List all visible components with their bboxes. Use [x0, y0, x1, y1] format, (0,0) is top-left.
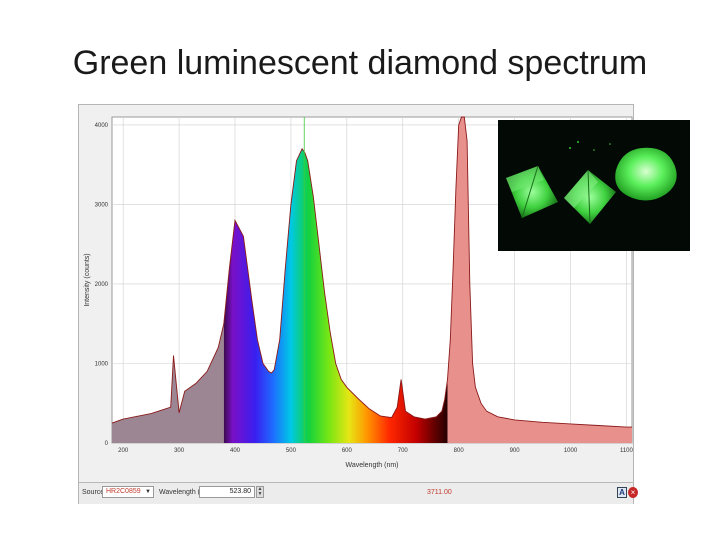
a-icon[interactable]: A — [617, 487, 627, 498]
visible-band — [223, 148, 448, 443]
source-value: HR2C0859 — [106, 488, 141, 495]
spectrum-curve — [111, 116, 632, 428]
y-tick-label: 1000 — [95, 361, 109, 367]
diamond-photo — [498, 120, 690, 251]
source-select[interactable]: HR2C0859 ▼ — [102, 486, 154, 498]
source-label: Source: — [82, 489, 107, 496]
wavelength-label: Wavelength (nm): — [159, 489, 214, 496]
y-axis-label: Intensity (counts) — [84, 253, 91, 306]
diamond-crystal-right — [615, 147, 677, 201]
y-tick-label: 0 — [105, 441, 109, 447]
x-tick-label: 300 — [174, 448, 185, 454]
diamond-crystal-left — [506, 165, 558, 219]
uv-band — [112, 323, 224, 443]
diamond-crystal-middle — [564, 169, 616, 225]
wavelength-input[interactable]: 523.80 — [199, 486, 255, 498]
spectrum-fill — [112, 117, 632, 443]
x-tick-label: 200 — [118, 448, 129, 454]
x-tick-label: 1000 — [564, 448, 578, 454]
x-tick-label: 500 — [286, 448, 297, 454]
close-icon[interactable]: × — [628, 487, 638, 498]
slide-title: Green luminescent diamond spectrum — [72, 44, 648, 82]
x-tick-label: 400 — [230, 448, 241, 454]
x-tick-label: 800 — [454, 448, 465, 454]
x-tick-label: 600 — [342, 448, 353, 454]
y-tick-label: 2000 — [95, 282, 109, 288]
nir-band — [447, 117, 632, 443]
x-tick-label: 1100 — [620, 448, 634, 454]
intensity-readout: 3711.00 — [427, 489, 452, 496]
y-tick-label: 4000 — [95, 123, 109, 129]
caret-down-icon: ▼ — [145, 489, 151, 495]
x-tick-label: 900 — [510, 448, 521, 454]
x-axis-label: Wavelength (nm) — [345, 462, 398, 469]
axis-ticks: 200 300 400 500 600 700 800 900 1000 1100 0 1000 200… — [95, 123, 634, 454]
x-tick-label: 700 — [398, 448, 409, 454]
wavelength-stepper[interactable]: ▲ ▼ — [256, 486, 264, 498]
y-tick-label: 3000 — [95, 202, 109, 208]
status-bar: Source: HR2C0859 ▼ Wavelength (nm): 523.… — [79, 482, 638, 504]
